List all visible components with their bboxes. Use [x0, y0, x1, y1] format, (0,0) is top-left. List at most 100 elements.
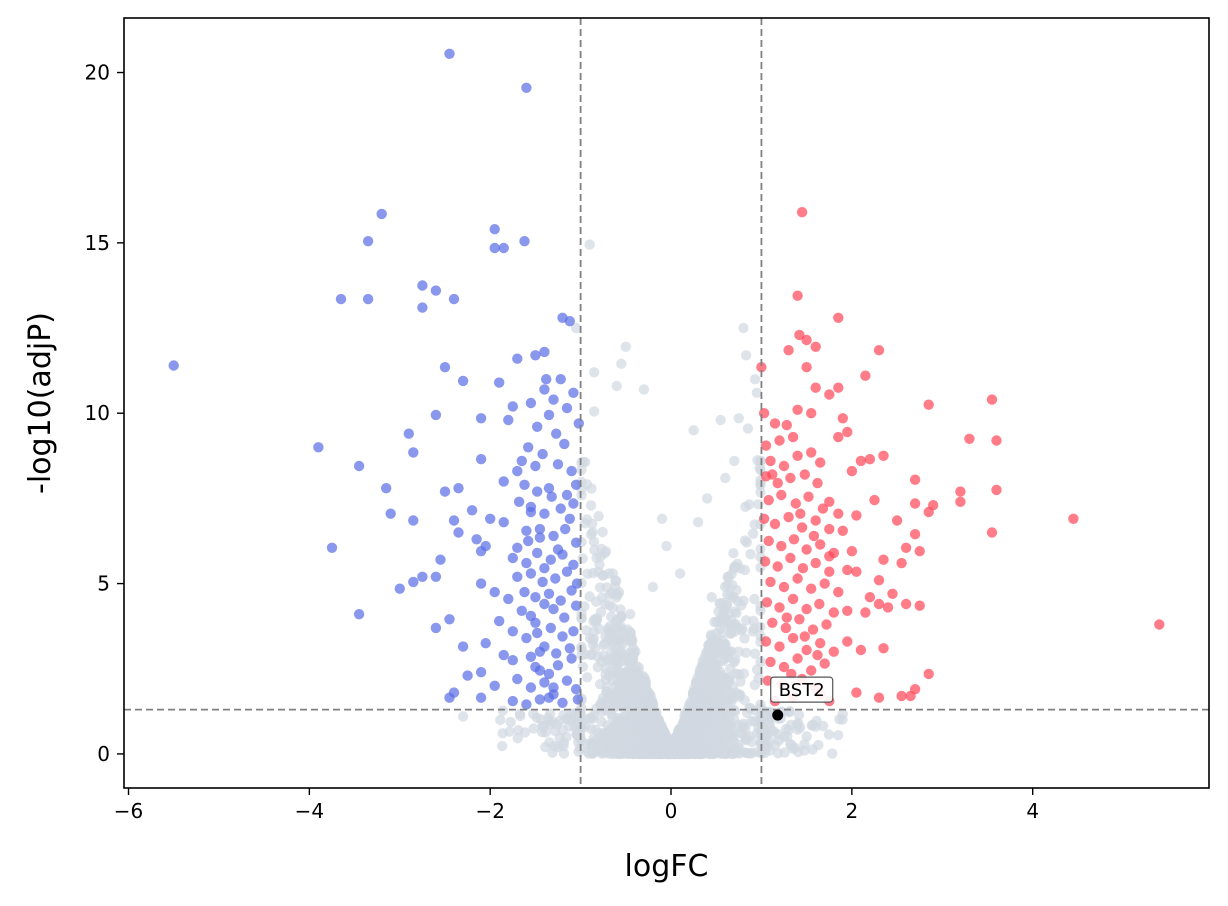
ns-point: [495, 714, 506, 726]
ns-point: [721, 600, 733, 611]
ns-point: [595, 606, 607, 618]
data-point: [772, 477, 783, 489]
data-point: [794, 329, 805, 341]
ns-point: [772, 748, 784, 759]
data-point: [837, 525, 848, 536]
ns-point: [706, 592, 717, 603]
ns-point: [581, 479, 593, 490]
data-point: [812, 649, 823, 661]
ns-point: [606, 638, 618, 650]
ns-point: [661, 540, 672, 552]
data-point: [448, 515, 460, 526]
data-point: [923, 399, 934, 410]
plot-frame: [123, 17, 1210, 789]
data-point: [444, 614, 455, 625]
ns-point: [597, 692, 609, 704]
ns-point: [600, 546, 612, 557]
ns-point: [716, 627, 728, 639]
data-point: [796, 522, 808, 533]
data-point: [435, 554, 446, 565]
significant-points-layer: [168, 48, 1165, 710]
ns-point: [755, 487, 766, 498]
ns-point: [531, 712, 542, 723]
data-point: [417, 571, 428, 582]
data-point: [568, 498, 579, 509]
data-point: [783, 345, 794, 356]
data-point: [855, 644, 867, 656]
ns-point: [600, 631, 611, 642]
data-point: [394, 583, 405, 594]
data-point: [833, 586, 844, 598]
data-point: [480, 638, 491, 649]
data-point: [543, 409, 555, 421]
ns-point: [692, 692, 703, 703]
data-point: [986, 527, 998, 538]
data-point: [548, 682, 559, 693]
data-point: [548, 530, 559, 542]
data-point: [794, 614, 805, 625]
data-point: [900, 542, 912, 553]
data-point: [964, 433, 975, 444]
data-point: [557, 697, 568, 708]
data-point: [837, 413, 848, 424]
data-point: [539, 563, 550, 574]
ns-point: [589, 544, 600, 556]
ns-point: [616, 358, 627, 369]
data-point: [453, 527, 464, 538]
data-point: [851, 566, 862, 577]
data-point: [774, 641, 785, 652]
data-point: [521, 632, 532, 644]
data-point: [519, 586, 530, 598]
data-point: [534, 665, 546, 676]
data-point: [763, 535, 774, 547]
ns-point: [622, 677, 634, 689]
data-point: [408, 515, 419, 526]
data-point: [781, 612, 792, 623]
ns-point: [620, 711, 632, 722]
annotation-box: [770, 676, 834, 703]
data-point: [552, 459, 564, 470]
ns-point: [784, 706, 795, 717]
data-point: [516, 455, 527, 467]
data-point: [815, 457, 826, 468]
ns-point: [738, 595, 749, 606]
data-point: [560, 523, 571, 535]
ns-point: [807, 744, 818, 755]
data-point: [767, 617, 778, 628]
annotation-label: BST2: [779, 680, 825, 701]
ns-point: [709, 616, 720, 628]
data-point: [810, 382, 821, 393]
ns-point: [694, 748, 706, 759]
ns-point: [656, 513, 668, 524]
data-point: [534, 646, 546, 657]
ns-point: [638, 384, 650, 395]
data-point: [507, 552, 518, 564]
ns-point: [704, 692, 715, 704]
ns-point: [729, 626, 740, 637]
data-point: [758, 408, 770, 419]
ns-point: [716, 722, 727, 734]
data-point: [444, 48, 455, 59]
ns-point: [598, 639, 609, 651]
data-point: [833, 312, 844, 323]
ns-point: [674, 568, 686, 579]
ns-point: [710, 647, 721, 658]
data-point: [507, 655, 518, 666]
series-down-regulated: [168, 48, 584, 710]
data-point: [313, 442, 324, 453]
data-point: [525, 682, 537, 693]
data-point: [909, 498, 921, 509]
data-point: [408, 447, 419, 458]
x-tick-label: 0: [665, 799, 678, 823]
data-point: [792, 450, 803, 461]
data-point: [498, 517, 509, 528]
data-point: [521, 557, 532, 569]
data-point: [801, 362, 812, 373]
ns-point: [601, 582, 613, 593]
data-point: [168, 360, 179, 371]
ns-point: [709, 660, 721, 672]
ns-point: [607, 602, 618, 613]
data-point: [882, 602, 894, 613]
data-point: [498, 649, 509, 661]
data-point: [564, 513, 575, 524]
